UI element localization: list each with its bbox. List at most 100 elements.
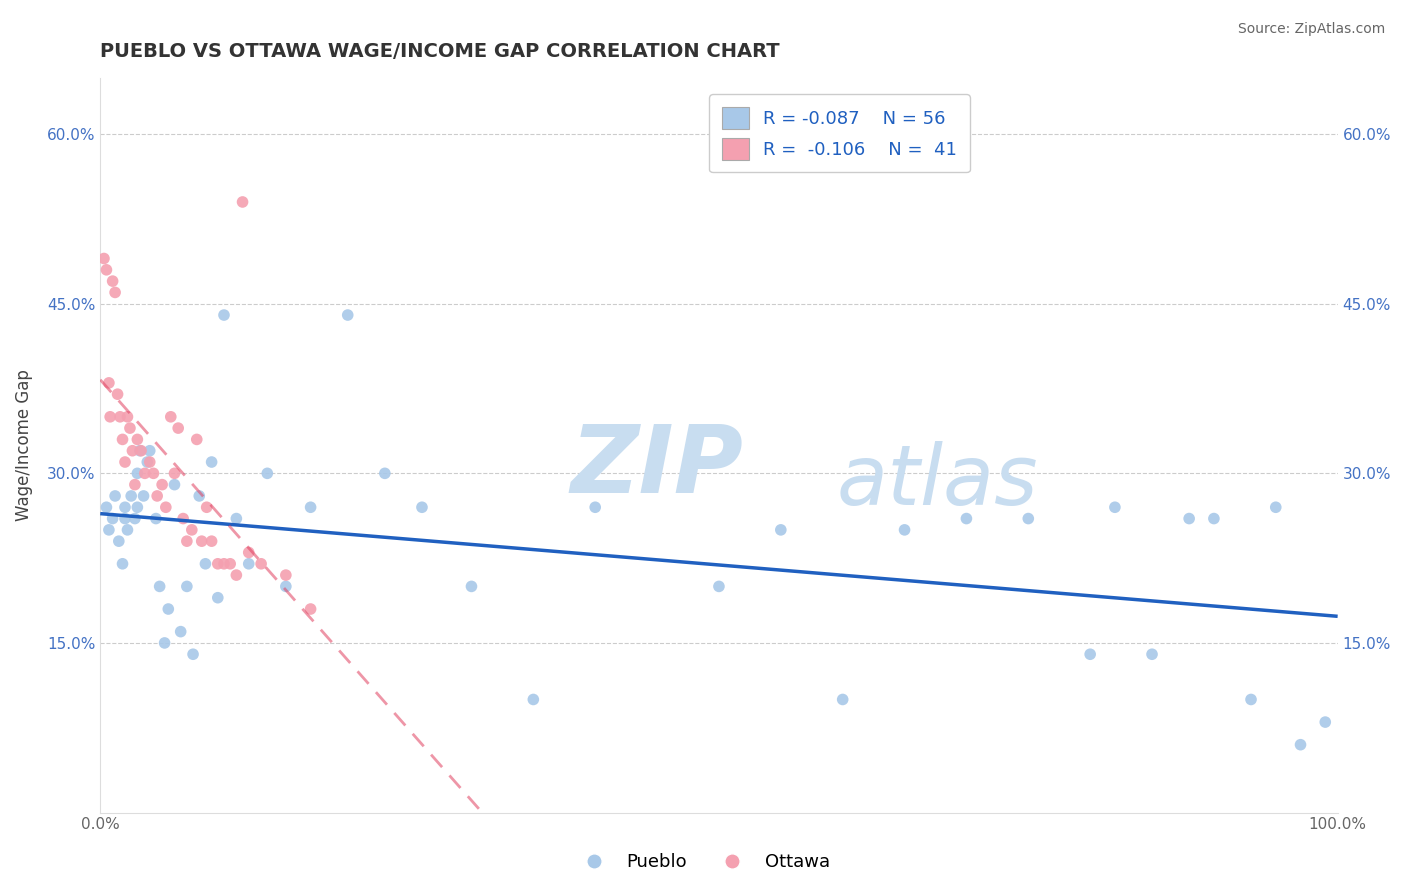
Point: [336, 308, 359, 322]
Point: [142, 467, 165, 481]
Point: [194, 557, 217, 571]
Text: PUEBLO VS OTTAWA WAGE/INCOME GAP CORRELATION CHART: PUEBLO VS OTTAWA WAGE/INCOME GAP CORRELA…: [100, 42, 780, 61]
Point: [128, 443, 150, 458]
Point: [127, 433, 149, 447]
Point: [124, 477, 146, 491]
Point: [225, 511, 247, 525]
Point: [101, 511, 124, 525]
Point: [155, 500, 177, 515]
Point: [1315, 715, 1337, 730]
Point: [104, 489, 127, 503]
Point: [117, 523, 139, 537]
Point: [374, 467, 396, 481]
Point: [93, 252, 115, 266]
Point: [1202, 511, 1225, 525]
Point: [163, 467, 186, 481]
Point: [107, 387, 129, 401]
Point: [1289, 738, 1312, 752]
Text: ZIP: ZIP: [571, 421, 744, 513]
Point: [120, 489, 142, 503]
Point: [274, 568, 297, 582]
Point: [207, 557, 229, 571]
Point: [159, 409, 181, 424]
Point: [139, 455, 162, 469]
Point: [299, 602, 322, 616]
Point: [136, 455, 159, 469]
Point: [1240, 692, 1263, 706]
Point: [219, 557, 242, 571]
Point: [707, 579, 730, 593]
Point: [127, 500, 149, 515]
Point: [117, 409, 139, 424]
Point: [238, 545, 260, 559]
Point: [98, 409, 121, 424]
Point: [145, 511, 167, 525]
Point: [299, 500, 322, 515]
Point: [955, 511, 977, 525]
Point: [124, 511, 146, 525]
Point: [153, 636, 176, 650]
Point: [111, 433, 134, 447]
Point: [180, 523, 202, 537]
Point: [1264, 500, 1286, 515]
Point: [256, 467, 278, 481]
Point: [114, 455, 136, 469]
Point: [114, 500, 136, 515]
Point: [186, 433, 208, 447]
Point: [201, 534, 224, 549]
Point: [129, 443, 152, 458]
Point: [831, 692, 853, 706]
Point: [149, 579, 172, 593]
Point: [132, 489, 155, 503]
Point: [111, 557, 134, 571]
Y-axis label: Wage/Income Gap: Wage/Income Gap: [15, 369, 32, 521]
Point: [1078, 647, 1101, 661]
Point: [176, 579, 198, 593]
Point: [163, 477, 186, 491]
Point: [146, 489, 169, 503]
Point: [201, 455, 224, 469]
Point: [127, 467, 149, 481]
Point: [1178, 511, 1201, 525]
Point: [225, 568, 247, 582]
Point: [134, 467, 156, 481]
Point: [1017, 511, 1039, 525]
Point: [96, 262, 118, 277]
Point: [96, 500, 118, 515]
Point: [232, 194, 254, 209]
Point: [238, 557, 260, 571]
Point: [769, 523, 792, 537]
Point: [118, 421, 141, 435]
Point: [114, 511, 136, 525]
Point: [1104, 500, 1126, 515]
Point: [188, 489, 211, 503]
Point: [108, 409, 131, 424]
Text: Source: ZipAtlas.com: Source: ZipAtlas.com: [1237, 22, 1385, 37]
Point: [190, 534, 212, 549]
Point: [212, 557, 235, 571]
Point: [101, 274, 124, 288]
Point: [97, 523, 120, 537]
Point: [212, 308, 235, 322]
Point: [195, 500, 218, 515]
Point: [170, 624, 193, 639]
Point: [460, 579, 482, 593]
Point: [121, 443, 143, 458]
Point: [893, 523, 915, 537]
Point: [150, 477, 173, 491]
Point: [1140, 647, 1163, 661]
Point: [522, 692, 544, 706]
Point: [157, 602, 180, 616]
Point: [274, 579, 297, 593]
Point: [172, 511, 194, 525]
Text: atlas: atlas: [837, 442, 1038, 523]
Point: [167, 421, 190, 435]
Point: [411, 500, 433, 515]
Point: [104, 285, 127, 300]
Legend: Pueblo, Ottawa: Pueblo, Ottawa: [569, 847, 837, 879]
Legend: R = -0.087    N = 56, R =  -0.106    N =  41: R = -0.087 N = 56, R = -0.106 N = 41: [709, 94, 970, 172]
Point: [181, 647, 204, 661]
Point: [250, 557, 273, 571]
Point: [108, 534, 131, 549]
Point: [176, 534, 198, 549]
